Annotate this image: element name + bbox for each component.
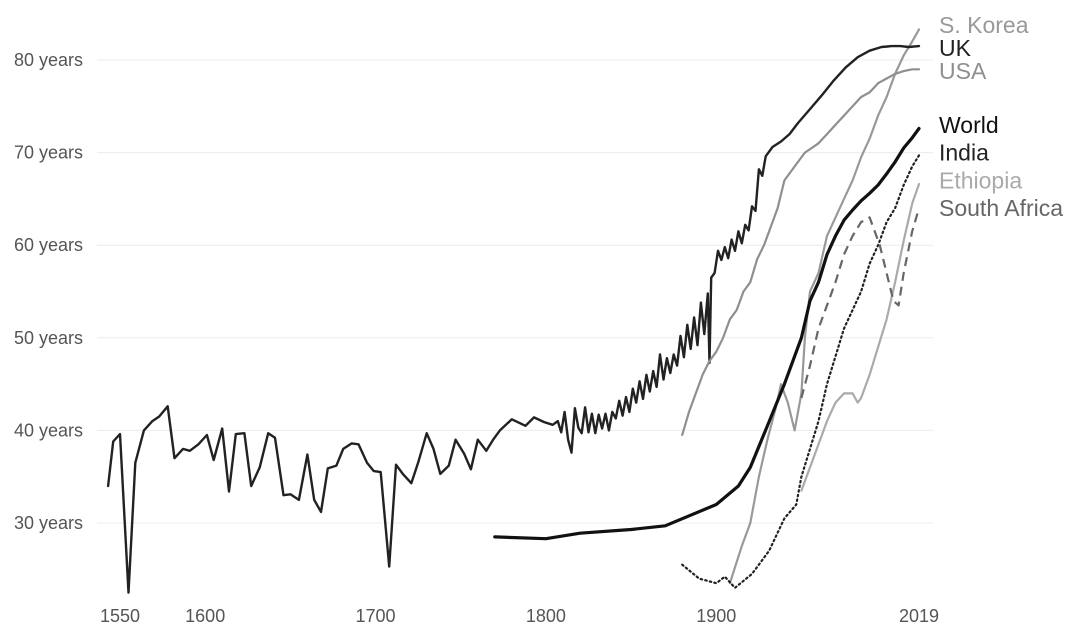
series-lines	[106, 28, 921, 594]
y-axis-tick-labels: 30 years 40 years 50 years 60 years 70 years…	[14, 50, 83, 533]
x-tick-label: 1550	[100, 606, 140, 626]
series-label-india: India	[939, 140, 989, 166]
y-tick-label: 70 years	[14, 143, 83, 163]
y-tick-label: 40 years	[14, 420, 83, 440]
y-tick-label: 30 years	[14, 513, 83, 533]
series-label-south-africa: South Africa	[939, 195, 1063, 221]
x-tick-label: 1900	[696, 606, 736, 626]
x-tick-label: 1600	[185, 606, 225, 626]
series-line-uk	[106, 44, 921, 594]
series-line-south-africa	[800, 207, 921, 399]
y-tick-label: 50 years	[14, 328, 83, 348]
gridlines	[97, 59, 933, 524]
series-label-uk: UK	[939, 35, 972, 61]
x-tick-label: 1700	[356, 606, 396, 626]
series-line-ethiopia	[800, 183, 921, 492]
y-tick-label: 60 years	[14, 235, 83, 255]
series-label-ethiopia: Ethiopia	[939, 167, 1022, 193]
x-tick-label: 1800	[526, 606, 566, 626]
y-tick-label: 80 years	[14, 50, 83, 70]
series-line-india	[681, 154, 921, 589]
x-tick-label: 2019	[899, 606, 939, 626]
series-line-world	[493, 126, 921, 541]
series-label-world: World	[939, 112, 999, 138]
x-axis-tick-labels: 1550 1600 1700 1800 1900 2019	[100, 606, 939, 626]
series-line-usa	[681, 68, 921, 437]
series-line-s-korea	[728, 28, 921, 585]
series-label-usa: USA	[939, 58, 987, 84]
series-label-s-korea: S. Korea	[939, 12, 1029, 38]
